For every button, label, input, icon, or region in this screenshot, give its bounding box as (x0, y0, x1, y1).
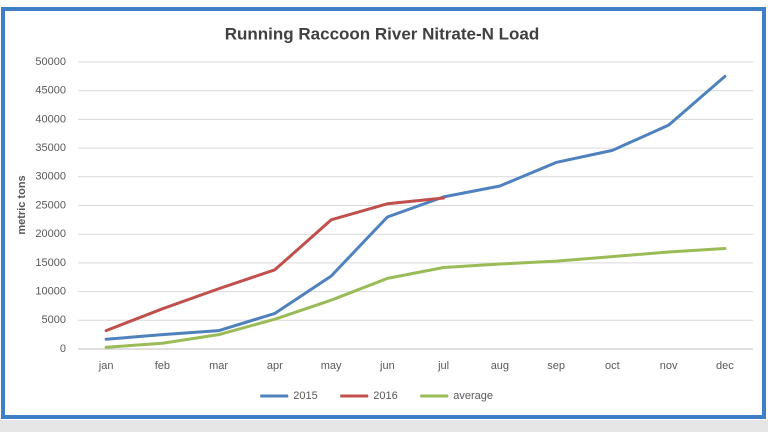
legend-label: 2016 (373, 390, 397, 402)
y-tick-label: 25000 (35, 199, 66, 211)
y-tick-label: 35000 (35, 142, 66, 154)
legend-label: average (453, 390, 493, 402)
x-tick-label: dec (716, 360, 734, 372)
y-tick-label: 5000 (42, 314, 66, 326)
series-line (104, 196, 446, 333)
x-tick-label: nov (660, 360, 678, 372)
y-tick-label: 0 (60, 343, 66, 355)
x-tick-label: may (321, 360, 342, 372)
x-tick-label: oct (605, 360, 620, 372)
x-tick-label: apr (267, 360, 283, 372)
chart-title: Running Raccoon River Nitrate-N Load (225, 24, 540, 43)
y-tick-label: 40000 (35, 113, 66, 125)
y-tick-label: 30000 (35, 171, 66, 183)
x-tick-label: feb (155, 360, 170, 372)
series-line (104, 247, 727, 349)
x-tick-label: jan (98, 360, 114, 372)
series-line (104, 74, 727, 341)
y-tick-label: 45000 (35, 85, 66, 97)
y-tick-label: 50000 (35, 56, 66, 68)
sheet-strip (0, 420, 768, 432)
x-tick-label: jul (437, 360, 449, 372)
chart-frame (1, 7, 766, 419)
y-axis-title: metric tons (16, 175, 28, 234)
y-tick-label: 15000 (35, 257, 66, 269)
x-tick-label: jun (379, 360, 395, 372)
y-tick-label: 10000 (35, 286, 66, 298)
x-tick-label: mar (209, 360, 228, 372)
legend-label: 2015 (293, 390, 317, 402)
y-tick-label: 20000 (35, 228, 66, 240)
x-tick-label: sep (547, 360, 565, 372)
x-tick-label: aug (491, 360, 509, 372)
